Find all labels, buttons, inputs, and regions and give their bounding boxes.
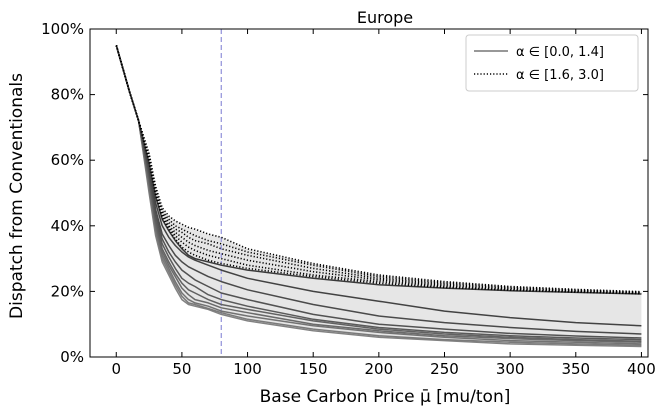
x-axis-label: Base Carbon Price μ̄ [mu/ton] bbox=[260, 387, 511, 407]
plot-frame bbox=[89, 28, 649, 358]
y-axis: 0% 20% 40% 60% 80% 100% bbox=[41, 20, 648, 366]
y-tick-label: 20% bbox=[51, 282, 84, 300]
y-tick-label: 60% bbox=[51, 151, 84, 169]
x-axis: 0 50 100 150 200 250 300 350 400 bbox=[111, 29, 656, 378]
x-tick-label: 350 bbox=[561, 360, 590, 378]
x-tick-label: 50 bbox=[172, 360, 191, 378]
legend-box bbox=[465, 34, 639, 92]
band-layer bbox=[116, 45, 642, 347]
chart-title: Europe bbox=[357, 8, 413, 27]
y-tick-label: 100% bbox=[41, 20, 84, 38]
y-tick-label: 40% bbox=[51, 217, 84, 235]
y-tick-label: 80% bbox=[51, 86, 84, 104]
x-tick-label: 400 bbox=[627, 360, 656, 378]
x-tick-label: 150 bbox=[299, 360, 328, 378]
x-tick-label: 300 bbox=[496, 360, 525, 378]
legend-entry-dotted: α ∈ [1.6, 3.0] bbox=[516, 68, 604, 83]
legend: α ∈ [0.0, 1.4] α ∈ [1.6, 3.0] bbox=[465, 34, 639, 92]
series-layer bbox=[115, 45, 642, 348]
series-line-16 bbox=[115, 45, 642, 293]
series-line-13 bbox=[115, 45, 642, 294]
y-tick-label: 0% bbox=[60, 348, 84, 366]
series-line-11 bbox=[115, 45, 642, 295]
x-tick-label: 250 bbox=[430, 360, 459, 378]
shaded-band bbox=[116, 45, 642, 347]
y-axis-label: Dispatch from Conventionals bbox=[7, 73, 27, 319]
legend-entry-solid: α ∈ [0.0, 1.4] bbox=[516, 45, 604, 60]
x-tick-label: 0 bbox=[111, 360, 121, 378]
x-tick-label: 100 bbox=[233, 360, 262, 378]
x-tick-label: 200 bbox=[365, 360, 394, 378]
